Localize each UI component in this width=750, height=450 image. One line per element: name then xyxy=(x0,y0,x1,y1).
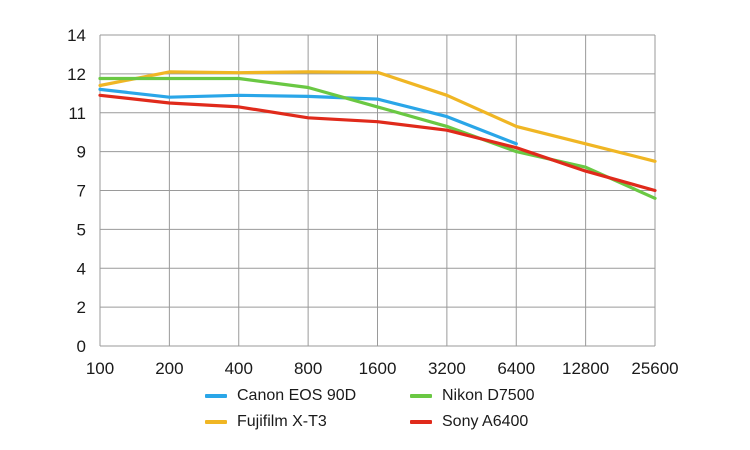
y-tick-label: 9 xyxy=(77,143,86,162)
y-tick-label: 2 xyxy=(77,298,86,317)
legend-label-sony: Sony A6400 xyxy=(442,413,529,430)
x-tick-label: 100 xyxy=(86,359,114,378)
x-tick-label: 3200 xyxy=(428,359,466,378)
y-tick-label: 4 xyxy=(77,259,86,278)
legend-swatch-fujifilm xyxy=(205,420,227,424)
series-line-fujifilm-x-t3 xyxy=(98,70,657,163)
series-line-canon-eos-90d xyxy=(98,87,518,146)
x-tick-label: 200 xyxy=(155,359,183,378)
x-tick-labels: 100 200 400 800 1600 3200 6400 12800 25600 xyxy=(86,359,679,378)
grid-layer xyxy=(99,34,656,347)
series-line-sony-a6400 xyxy=(98,93,657,193)
legend-item-canon: Canon EOS 90D xyxy=(205,385,410,407)
y-tick-label: 7 xyxy=(77,182,86,201)
legend-swatch-canon xyxy=(205,394,227,398)
x-tick-label: 400 xyxy=(225,359,253,378)
y-tick-label: 0 xyxy=(77,337,86,356)
legend-item-sony: Sony A6400 xyxy=(410,411,610,433)
x-tick-label: 25600 xyxy=(631,359,678,378)
x-tick-label: 6400 xyxy=(497,359,535,378)
legend: Canon EOS 90D Nikon D7500 Fujifilm X-T3 … xyxy=(205,385,625,433)
y-tick-label: 14 xyxy=(67,26,86,45)
legend-label-nikon: Nikon D7500 xyxy=(442,387,535,404)
y-tick-labels: 0 2 4 5 7 9 11 12 14 xyxy=(67,26,86,356)
legend-swatch-nikon xyxy=(410,394,432,398)
x-tick-label: 1600 xyxy=(359,359,397,378)
y-tick-label: 5 xyxy=(77,220,86,239)
y-tick-label: 11 xyxy=(68,104,86,123)
series-layer xyxy=(98,70,657,200)
legend-label-canon: Canon EOS 90D xyxy=(237,387,357,404)
legend-label-fujifilm: Fujifilm X-T3 xyxy=(237,413,327,430)
legend-swatch-sony xyxy=(410,420,432,424)
y-tick-label: 12 xyxy=(67,65,86,84)
legend-item-nikon: Nikon D7500 xyxy=(410,385,610,407)
x-tick-label: 12800 xyxy=(562,359,609,378)
legend-item-fujifilm: Fujifilm X-T3 xyxy=(205,411,410,433)
x-tick-label: 800 xyxy=(294,359,322,378)
